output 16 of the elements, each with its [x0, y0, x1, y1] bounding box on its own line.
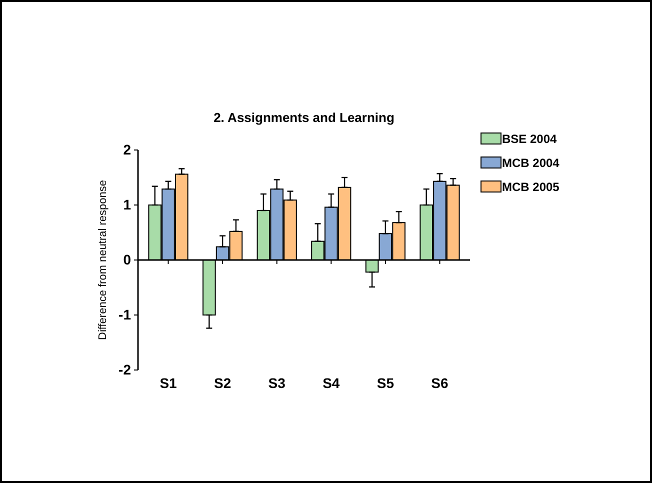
legend-label: MCB 2004 — [502, 156, 560, 170]
chart-title: 2. Assignments and Learning — [214, 110, 394, 125]
y-tick-label: 2 — [123, 141, 132, 158]
y-tick-label: -1 — [118, 306, 132, 322]
legend-label: MCB 2005 — [502, 180, 560, 194]
legend-label: BSE 2004 — [502, 132, 558, 146]
y-tick-label: 1 — [123, 196, 132, 212]
x-tick-label: S2 — [214, 375, 232, 391]
x-tick-label: S4 — [322, 375, 340, 391]
y-tick-label: 0 — [123, 251, 132, 268]
x-tick-label: S5 — [376, 375, 394, 391]
y-tick-label: -2 — [118, 361, 132, 378]
x-tick-label: S3 — [268, 375, 286, 391]
x-tick-label: S1 — [160, 375, 178, 391]
y-axis-title: Difference from neutral response — [97, 180, 109, 340]
x-tick-label: S6 — [431, 375, 449, 391]
